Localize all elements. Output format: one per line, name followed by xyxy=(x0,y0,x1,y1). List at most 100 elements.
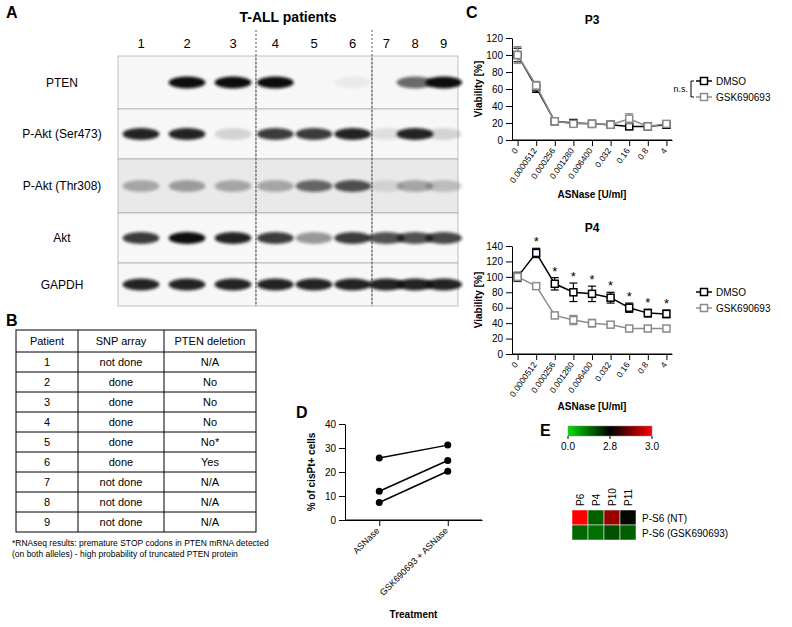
tick: 100 xyxy=(486,50,512,61)
band xyxy=(215,279,252,291)
error-bar xyxy=(551,312,559,318)
tick: 20 xyxy=(492,333,512,344)
row-label: P-S6 (GSK690693) xyxy=(642,528,728,539)
tick-mark xyxy=(536,354,537,360)
panel-label: A xyxy=(6,4,18,21)
y-axis-title: Viability [%] xyxy=(473,61,484,118)
error-bar xyxy=(514,272,522,281)
table-cell: done xyxy=(109,376,133,388)
blot-background xyxy=(256,263,372,306)
marker xyxy=(644,325,651,332)
tick-mark xyxy=(555,140,556,146)
error-bar xyxy=(532,81,540,90)
error-bar xyxy=(625,325,633,331)
table-cell: 5 xyxy=(44,436,50,448)
marker xyxy=(514,52,521,59)
error-bar xyxy=(514,273,522,281)
tick-label: 4 xyxy=(658,146,669,156)
error-bar xyxy=(625,303,633,312)
tick: 10 xyxy=(325,491,345,502)
marker xyxy=(514,273,521,280)
lane-label: 6 xyxy=(349,36,356,51)
heatmap-cell xyxy=(604,525,620,540)
table-rule xyxy=(16,452,256,453)
table-rule xyxy=(16,432,256,433)
y-axis-title: % of cisPt+ cells xyxy=(306,432,317,511)
row-label: Akt xyxy=(53,231,71,245)
tick: 30 xyxy=(325,443,345,454)
error-bar xyxy=(588,286,596,301)
legend-entry: GSK690693 xyxy=(696,92,771,103)
tick: 0.16 xyxy=(614,354,632,379)
table-rule xyxy=(164,330,165,532)
tick-mark xyxy=(506,140,512,141)
tick-label: 30 xyxy=(325,443,337,454)
marker xyxy=(644,123,651,130)
lane-label: 3 xyxy=(229,36,236,51)
tick-mark xyxy=(506,323,512,324)
table-cell: No xyxy=(203,416,217,428)
marker xyxy=(589,120,596,127)
heatmap-cell xyxy=(588,510,604,525)
table-rule xyxy=(16,412,256,413)
tick-mark xyxy=(536,140,537,146)
error-bar xyxy=(551,119,559,124)
marker xyxy=(551,280,558,287)
series-line xyxy=(379,445,448,458)
annotation: * xyxy=(552,264,557,279)
annotation: * xyxy=(534,234,539,249)
table-rule xyxy=(16,372,256,373)
error-bar-cap xyxy=(625,113,633,114)
tick: 0.8 xyxy=(635,140,650,162)
tick: GSK690693 + ASNase xyxy=(378,520,450,598)
legend-label: DMSO xyxy=(716,287,746,298)
band xyxy=(296,232,333,244)
tick: 0.16 xyxy=(614,140,632,165)
chart: 02040608010012000.00005120.0002560.00128… xyxy=(473,13,771,200)
tick-mark xyxy=(339,496,345,497)
marker xyxy=(644,123,651,130)
tick-label: 0.16 xyxy=(614,360,632,380)
panel-label: D xyxy=(296,404,308,421)
marker xyxy=(514,273,521,280)
tick: 40 xyxy=(325,419,345,430)
blot-title: T-ALL patients xyxy=(240,9,337,25)
band xyxy=(169,180,206,192)
tick-mark xyxy=(379,520,380,526)
heatmap-cell xyxy=(572,525,588,540)
tick-mark xyxy=(629,354,630,360)
tick-mark xyxy=(648,140,649,146)
table-cell: 2 xyxy=(44,376,50,388)
series-line xyxy=(518,55,667,126)
tick: 0.006400 xyxy=(566,140,595,181)
tick: 0.032 xyxy=(593,354,614,383)
tick-mark xyxy=(339,472,345,473)
tick-label: 0.8 xyxy=(635,360,650,376)
tick-label: 100 xyxy=(486,50,503,61)
marker xyxy=(607,121,614,128)
table-cell: done xyxy=(109,416,133,428)
column-label: P6 xyxy=(575,493,586,506)
axis: 020406080100120 xyxy=(486,33,512,146)
series-line xyxy=(518,55,667,126)
band xyxy=(296,128,333,140)
table-cell: No* xyxy=(201,436,220,448)
tick-label: 80 xyxy=(492,287,504,298)
colorbar-label: 3.0 xyxy=(645,441,659,452)
band xyxy=(123,128,160,140)
blot-background xyxy=(256,213,372,263)
marker xyxy=(533,249,540,256)
table-cell: done xyxy=(109,456,133,468)
error-bar-cap xyxy=(588,301,596,302)
tick-label: 20 xyxy=(492,118,504,129)
error-bar xyxy=(551,278,559,290)
tick: 20 xyxy=(492,118,512,129)
marker xyxy=(607,294,614,301)
plot-area xyxy=(514,248,671,332)
marker xyxy=(607,321,614,328)
tick: 140 xyxy=(486,241,512,252)
band xyxy=(257,232,294,244)
table-rule xyxy=(16,472,256,473)
error-bar xyxy=(514,47,522,64)
tick-mark xyxy=(506,308,512,309)
